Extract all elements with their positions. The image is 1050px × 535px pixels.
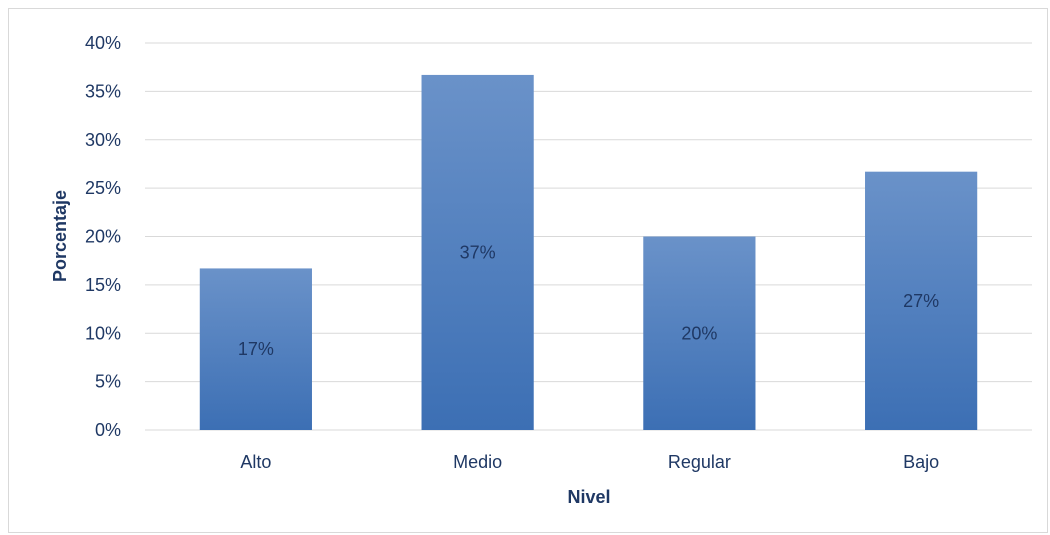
y-tick-label: 25%: [85, 178, 121, 198]
y-tick-label: 15%: [85, 275, 121, 295]
data-label: 37%: [460, 242, 496, 262]
bars: [199, 74, 978, 431]
y-tick-label: 10%: [85, 323, 121, 343]
data-label: 27%: [903, 291, 939, 311]
y-tick-label: 20%: [85, 227, 121, 247]
y-axis-title: Porcentaje: [50, 190, 70, 282]
bar-medio: [421, 74, 534, 431]
y-tick-label: 30%: [85, 130, 121, 150]
y-tick-label: 40%: [85, 33, 121, 53]
y-tick-label: 35%: [85, 81, 121, 101]
bar-bajo: [865, 171, 978, 431]
bar-alto: [199, 268, 312, 430]
data-labels: 17% 37% 20% 27%: [238, 242, 939, 359]
data-label: 17%: [238, 339, 274, 359]
x-tick-label: Regular: [668, 452, 731, 472]
y-tick-label: 0%: [95, 420, 121, 440]
x-tick-label: Alto: [240, 452, 271, 472]
x-axis-ticks: Alto Medio Regular Bajo: [240, 452, 939, 472]
data-label: 20%: [681, 323, 717, 343]
x-tick-label: Bajo: [903, 452, 939, 472]
x-tick-label: Medio: [453, 452, 502, 472]
bar-regular: [643, 236, 756, 430]
y-tick-label: 5%: [95, 372, 121, 392]
x-axis-title: Nivel: [567, 487, 610, 507]
y-axis-ticks: 0% 5% 10% 15% 20% 25% 30% 35% 40%: [85, 33, 121, 440]
